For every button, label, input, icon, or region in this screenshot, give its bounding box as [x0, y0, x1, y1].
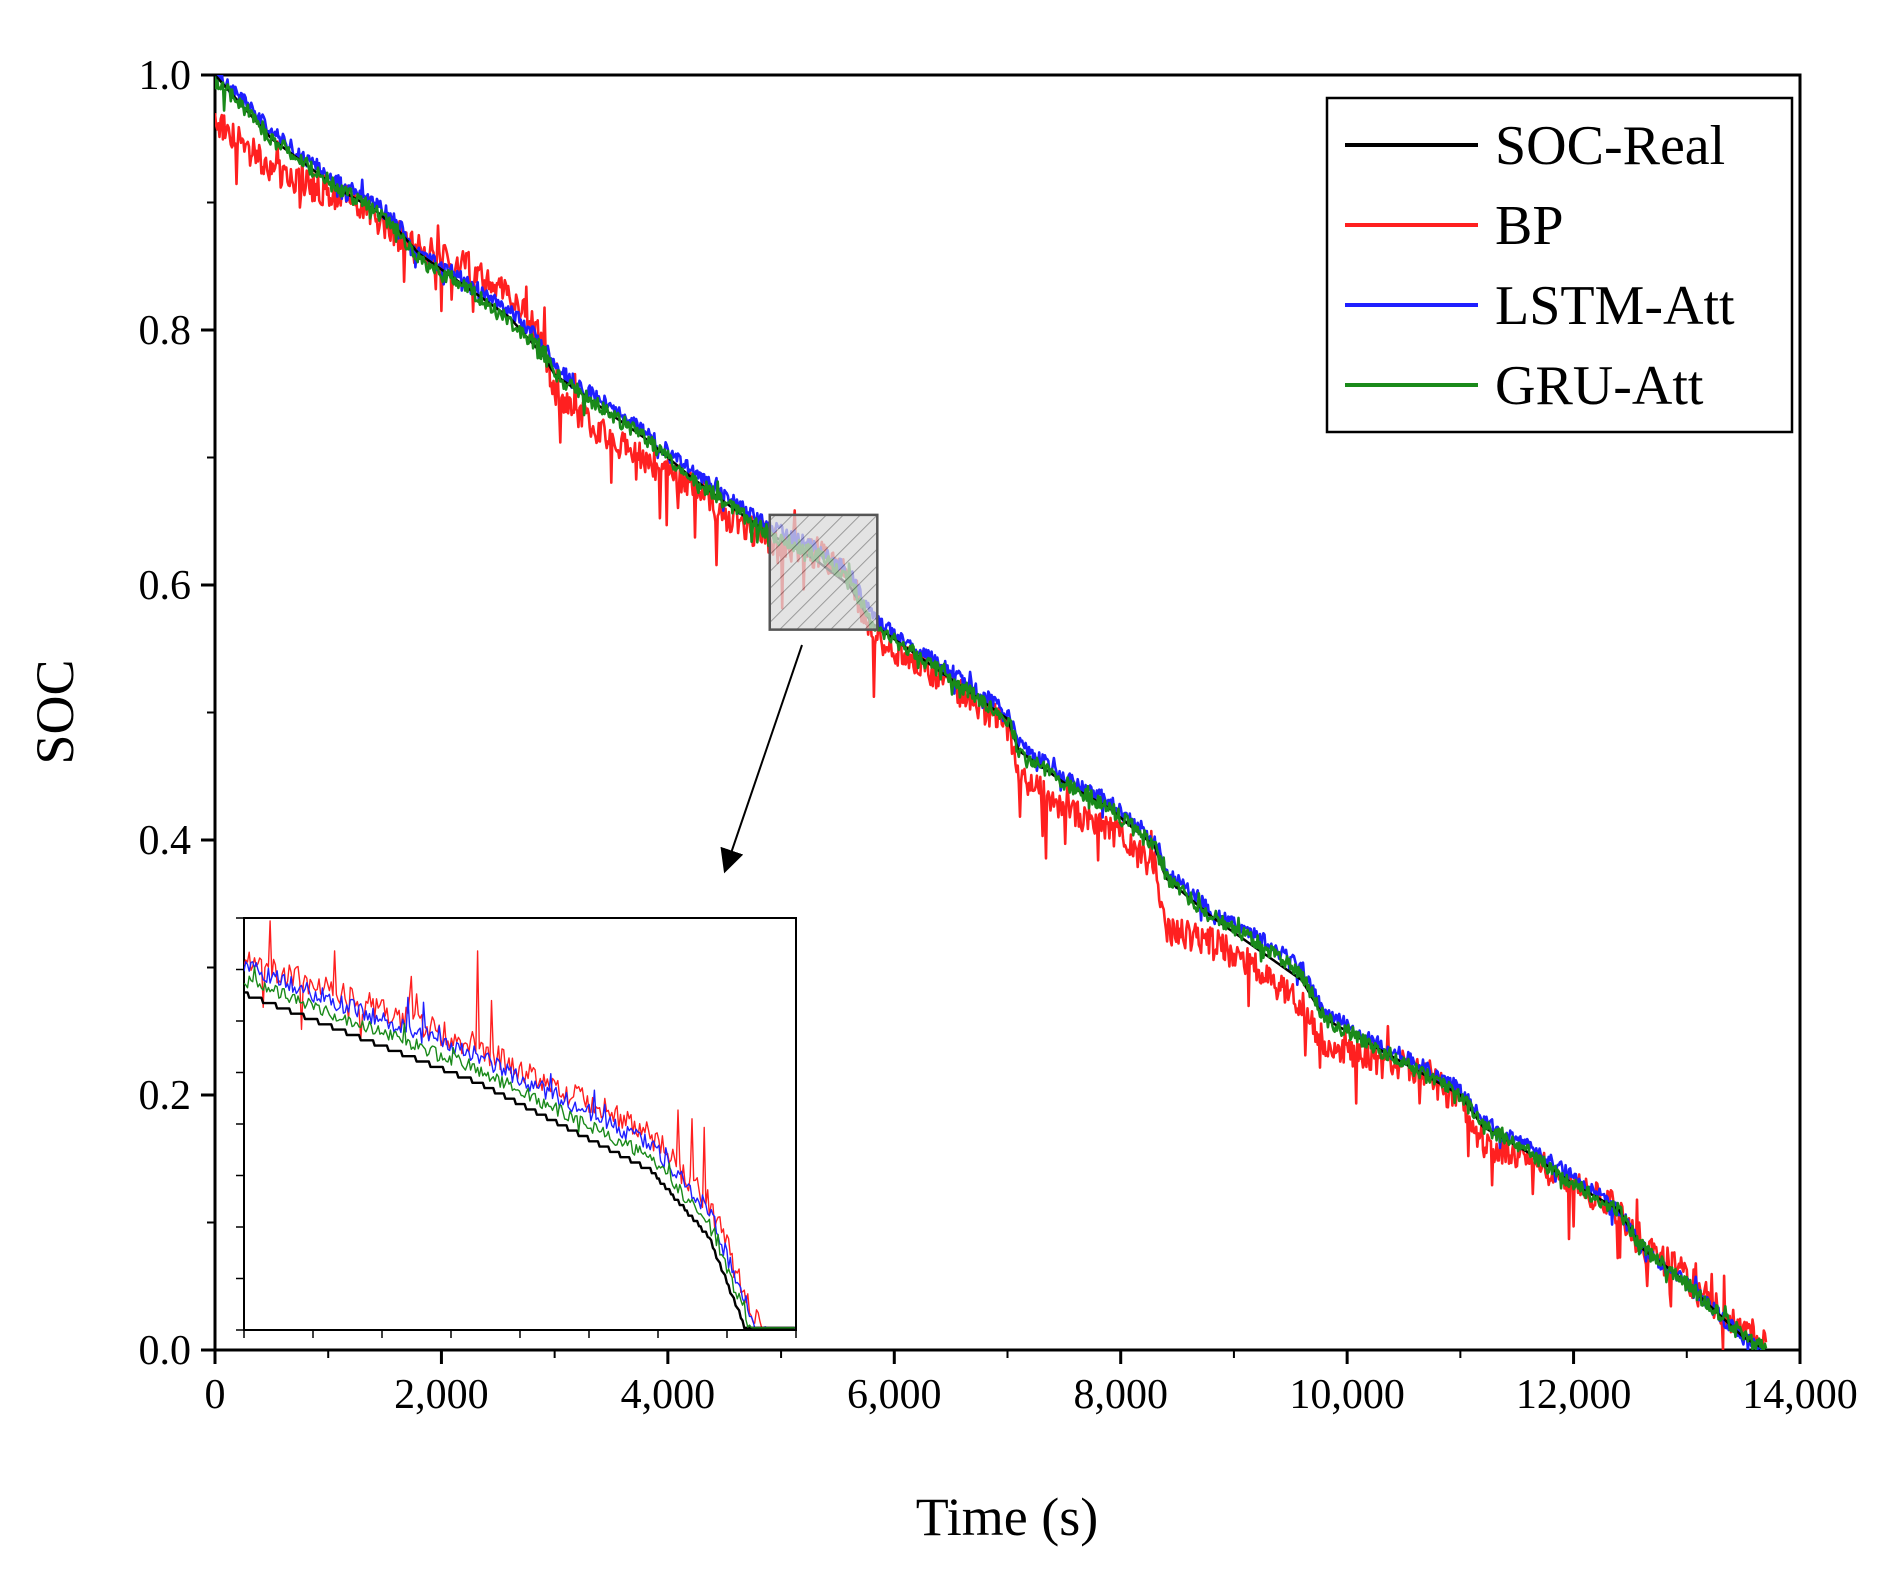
zoom-arrow — [720, 644, 803, 874]
inset-axis-ticks — [236, 917, 797, 1338]
x-tick-label: 6,000 — [847, 1372, 942, 1418]
y-axis-title: SOC — [25, 659, 85, 764]
legend: SOC-Real BP LSTM-Att GRU-Att — [1345, 115, 1735, 417]
x-tick-label: 14,000 — [1742, 1372, 1858, 1418]
y-tick-label: 0.4 — [139, 818, 192, 864]
inset-series-lines — [244, 920, 795, 1330]
y-tick-label: 0.2 — [139, 1073, 192, 1119]
y-tick-label: 0.0 — [139, 1328, 192, 1374]
y-axis-ticks: 0.0 0.2 0.4 0.6 0.8 1.0 — [139, 53, 215, 1374]
inset-series-line-soc_real — [244, 991, 795, 1330]
series-line-gru_att — [215, 76, 1768, 1350]
inset-series-line-bp — [244, 920, 795, 1329]
legend-label-bp: BP — [1495, 195, 1564, 257]
y-tick-label: 1.0 — [139, 53, 192, 99]
x-tick-label: 12,000 — [1516, 1372, 1632, 1418]
inset-series-line-gru_att — [244, 966, 795, 1329]
x-axis-title: Time (s) — [916, 1487, 1099, 1547]
x-tick-label: 10,000 — [1289, 1372, 1405, 1418]
y-tick-label: 0.6 — [139, 563, 192, 609]
legend-label-lstm_att: LSTM-Att — [1495, 275, 1735, 337]
x-tick-label: 2,000 — [394, 1372, 489, 1418]
y-tick-label: 0.8 — [139, 308, 192, 354]
zoom-highlight-box — [768, 513, 879, 631]
legend-label-soc_real: SOC-Real — [1495, 115, 1725, 177]
x-tick-label: 8,000 — [1073, 1372, 1168, 1418]
series-lines — [215, 75, 1768, 1350]
legend-label-gru_att: GRU-Att — [1495, 355, 1704, 417]
x-tick-label: 0 — [205, 1372, 226, 1418]
legend-box — [1325, 96, 1794, 434]
x-axis-ticks: 0 2,000 4,000 6,000 8,000 10,000 12,000 14,000 — [205, 1350, 1858, 1418]
x-tick-label: 4,000 — [621, 1372, 716, 1418]
inset-series-line-lstm_att — [244, 961, 795, 1329]
